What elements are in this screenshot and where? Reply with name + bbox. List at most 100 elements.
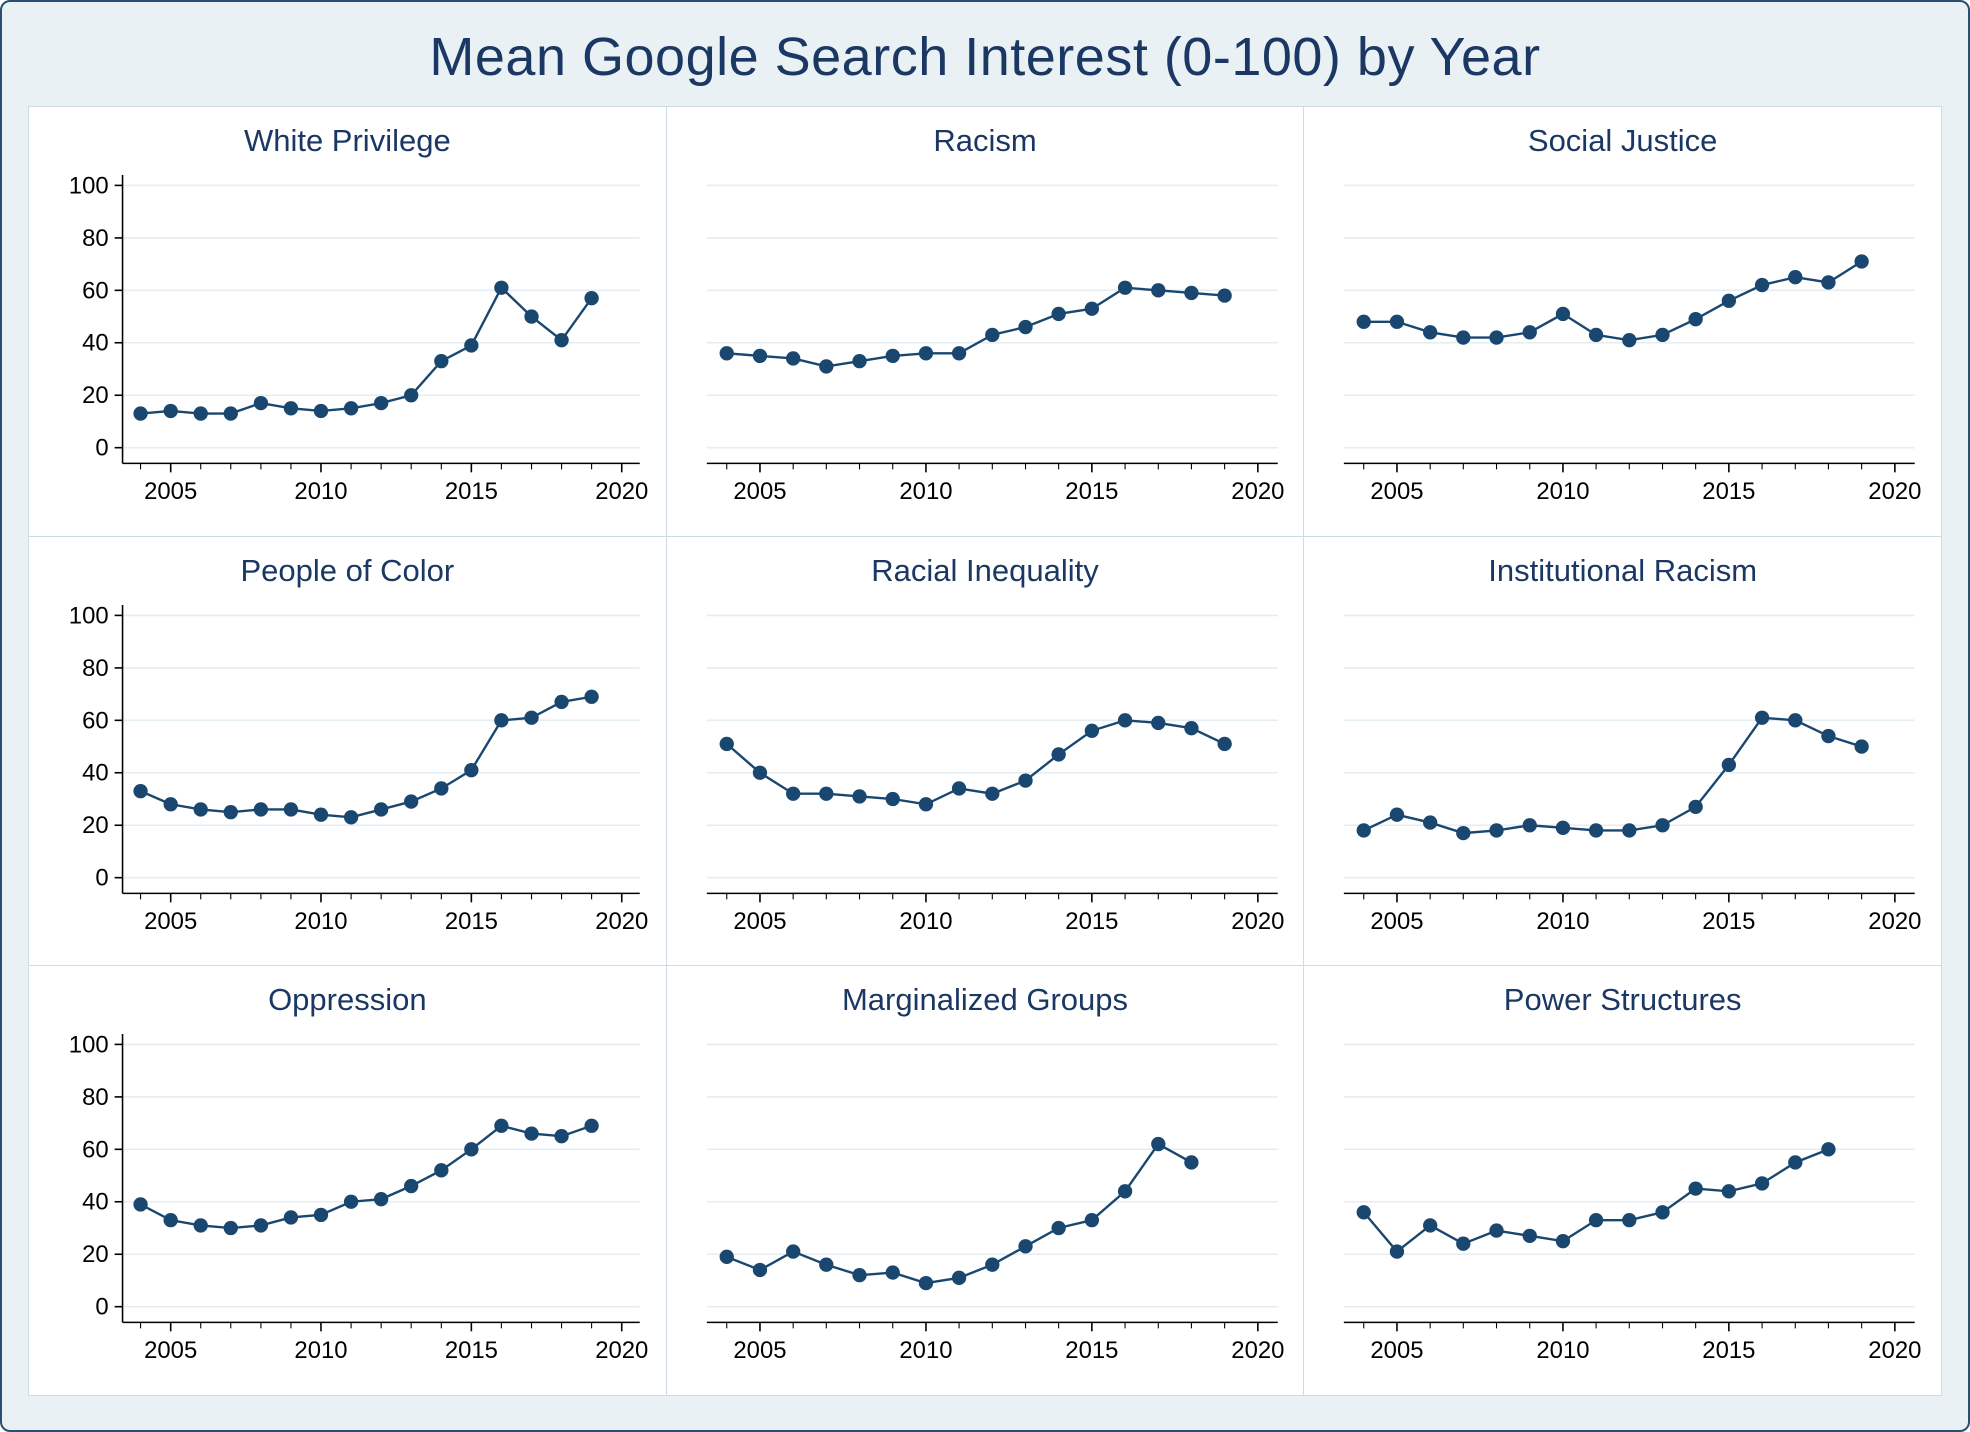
data-point <box>1084 723 1099 738</box>
subplot-power-structures: Power Structures 2005 2010 2015 2020 <box>1304 966 1941 1395</box>
data-point <box>1423 325 1438 340</box>
data-point <box>1655 817 1671 833</box>
data-point <box>253 801 269 817</box>
data-point <box>494 280 509 295</box>
data-point <box>434 353 449 369</box>
data-point <box>1084 301 1099 316</box>
y-tick-label: 20 <box>82 382 109 409</box>
data-point <box>1183 720 1199 736</box>
data-point <box>984 786 1000 801</box>
data-point <box>1854 739 1870 754</box>
data-point <box>1356 822 1372 838</box>
data-point <box>1018 319 1033 335</box>
x-tick-label: 2020 <box>595 1338 648 1365</box>
data-point <box>1821 1142 1836 1157</box>
x-tick-label: 2005 <box>1371 478 1424 505</box>
subplot-title: Marginalized Groups <box>841 982 1128 1018</box>
line-chart: 2005 2010 2015 2020 0 20 40 60 80 100 <box>39 1026 656 1391</box>
data-point <box>752 765 767 780</box>
x-tick-label: 2010 <box>294 478 347 505</box>
data-point <box>1788 270 1803 285</box>
x-tick-label: 2015 <box>1703 1338 1756 1365</box>
plot-area <box>122 1034 640 1323</box>
x-tick-label: 2010 <box>294 908 347 935</box>
trend-line <box>140 695 592 819</box>
data-point <box>494 712 509 728</box>
x-tick-label: 2005 <box>144 478 197 505</box>
data-point <box>554 332 569 348</box>
y-tick-label: 100 <box>69 1032 109 1059</box>
data-point <box>524 309 539 324</box>
data-point <box>1821 728 1836 743</box>
data-point <box>951 780 966 796</box>
data-point <box>785 786 800 801</box>
chart-svg: 2005 2010 2015 2020 0 20 40 60 80 100 <box>69 1032 648 1365</box>
data-point <box>1150 1137 1166 1152</box>
data-point <box>852 788 867 804</box>
data-point <box>984 327 1000 343</box>
data-point <box>719 1250 734 1265</box>
subplot-title: Racial Inequality <box>871 552 1099 588</box>
data-point <box>1051 306 1066 322</box>
chart-svg: 2005 2010 2015 2020 <box>706 174 1284 505</box>
data-point <box>193 1218 208 1233</box>
x-tick-label: 2010 <box>294 1338 347 1365</box>
y-tick-label: 100 <box>69 172 109 199</box>
data-point <box>1622 332 1637 348</box>
data-point <box>1390 314 1405 329</box>
data-point <box>1117 712 1132 728</box>
subplot-title: Institutional Racism <box>1488 552 1758 588</box>
subplot-title: White Privilege <box>243 123 451 158</box>
data-point <box>343 809 359 825</box>
y-tick-label: 0 <box>95 864 108 891</box>
data-point <box>1688 1181 1704 1197</box>
y-tick-label: 80 <box>82 1084 109 1111</box>
line-chart: 2005 2010 2015 2020 <box>677 167 1294 532</box>
data-point <box>1150 715 1166 730</box>
trend-line <box>1363 716 1863 834</box>
data-point <box>283 401 299 416</box>
data-point <box>1217 736 1232 751</box>
x-tick-label: 2010 <box>1537 478 1590 505</box>
data-point <box>313 807 329 822</box>
subplot-marginalized-groups: Marginalized Groups 2005 2010 2015 2020 <box>666 966 1304 1395</box>
data-point <box>1589 327 1604 343</box>
data-point <box>464 338 479 353</box>
line-chart: 2005 2010 2015 2020 0 20 40 60 80 100 <box>39 167 656 532</box>
data-point <box>1456 825 1471 840</box>
x-tick-label: 2015 <box>445 908 498 935</box>
data-point <box>343 401 359 416</box>
x-tick-label: 2020 <box>1869 908 1922 935</box>
data-point <box>223 1221 238 1236</box>
data-point <box>404 1179 419 1194</box>
chart-svg: 2005 2010 2015 2020 <box>1344 174 1922 505</box>
data-point <box>1755 277 1770 293</box>
data-point <box>1522 817 1538 833</box>
data-point <box>524 1126 539 1142</box>
data-point <box>785 1244 800 1260</box>
subplot-people-of-color: People of Color 2005 2010 2015 2020 0 20 40 60 8… <box>29 536 666 966</box>
data-point <box>163 796 178 812</box>
data-point <box>918 796 933 812</box>
x-tick-label: 2020 <box>1231 478 1284 505</box>
data-point <box>163 403 178 419</box>
data-point <box>1456 330 1471 345</box>
subplot-oppression: Oppression 2005 2010 2015 2020 0 20 40 60 80 100 <box>29 966 666 1395</box>
x-tick-label: 2015 <box>445 1338 498 1365</box>
data-point <box>223 406 238 421</box>
subplot-racial-inequality: Racial Inequality 2005 2010 2015 2020 <box>666 536 1304 966</box>
data-point <box>752 348 767 364</box>
subplot-racism: Racism 2005 2010 2015 2020 <box>666 107 1304 536</box>
trend-line <box>139 1124 592 1230</box>
subplot-social-justice: Social Justice 2005 2010 2015 2020 <box>1304 107 1941 536</box>
data-point <box>1217 288 1232 303</box>
x-tick-label: 2020 <box>595 908 648 935</box>
x-tick-label: 2015 <box>1703 478 1756 505</box>
x-tick-label: 2020 <box>595 478 648 505</box>
data-point <box>1456 1236 1471 1252</box>
data-point <box>1117 280 1132 295</box>
plot-area <box>706 1034 1278 1323</box>
data-point <box>1622 822 1637 838</box>
subplot-title: People of Color <box>240 552 455 588</box>
data-point <box>818 786 834 801</box>
